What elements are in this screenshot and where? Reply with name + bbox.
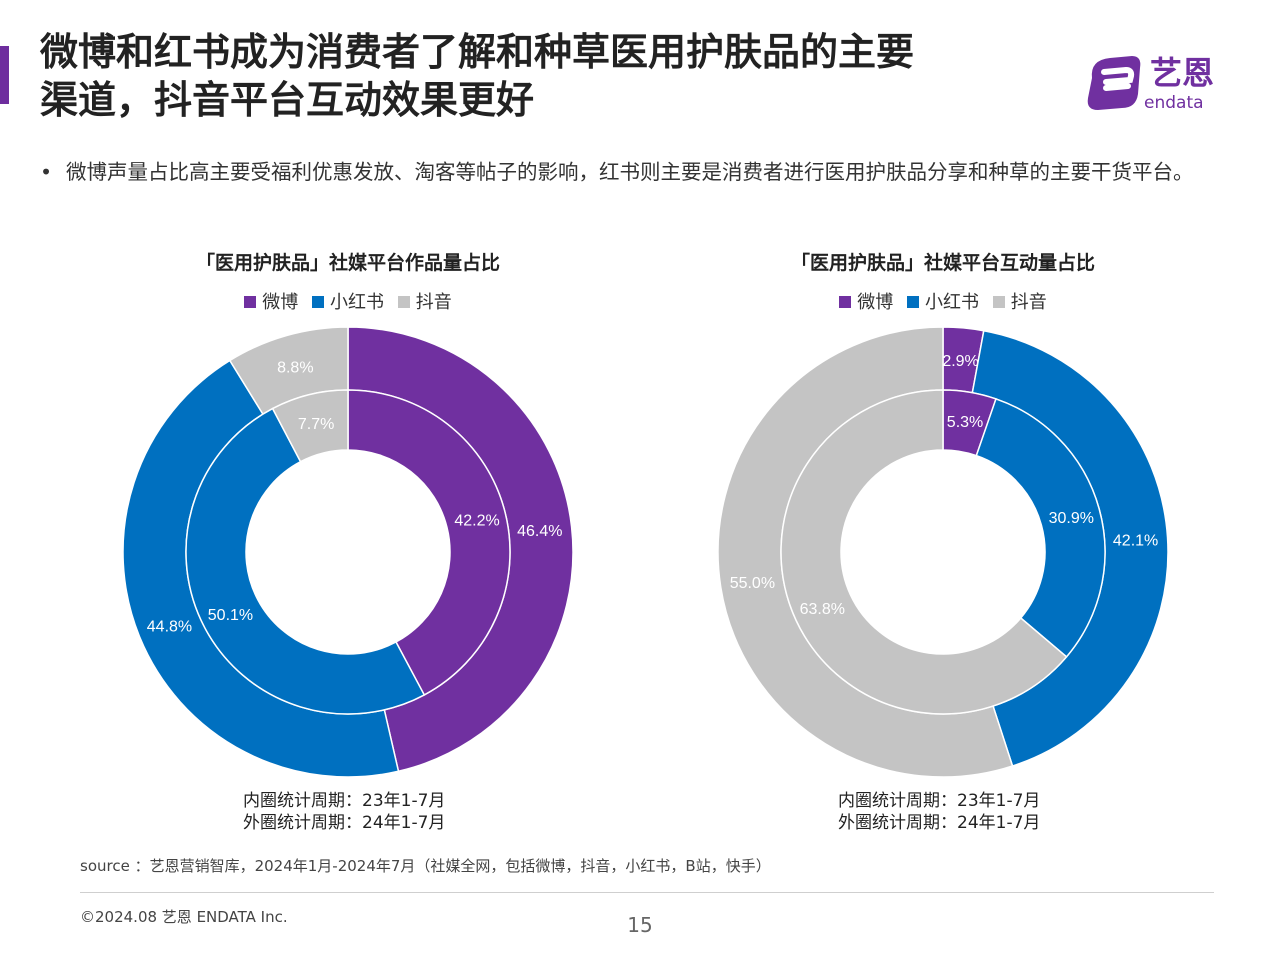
- legend: 微博 小红书 抖音: [643, 288, 1243, 314]
- outer-ring-label-xiaohongshu: 44.8%: [147, 618, 192, 635]
- outer-ring-label-douyin: 55.0%: [730, 575, 775, 592]
- legend-item-douyin: 抖音: [397, 288, 452, 314]
- period-note: 内圈统计周期：23年1-7月 外圈统计周期：24年1-7月: [838, 790, 1040, 834]
- inner-ring-label-xiaohongshu: 50.1%: [208, 607, 253, 624]
- legend-swatch-douyin: [992, 296, 1005, 308]
- inner-ring-slice-douyin: [271, 389, 349, 463]
- legend-swatch-weibo: [839, 296, 852, 308]
- inner-ring-label-weibo: 5.3%: [947, 414, 983, 431]
- legend-item-weibo: 微博: [839, 288, 893, 314]
- page-number: 15: [627, 913, 653, 937]
- inner-ring-note: 内圈统计周期：23年1-7月: [243, 791, 446, 811]
- logo-en-text: endata: [1144, 93, 1204, 113]
- inner-ring-label-weibo: 42.2%: [454, 513, 499, 530]
- legend-item-weibo: 微博: [244, 288, 298, 314]
- legend-item-xiaohongshu: 小红书: [907, 288, 979, 314]
- inner-ring-slice-weibo: [347, 389, 511, 696]
- inner-ring-label-xiaohongshu: 30.9%: [1049, 510, 1094, 527]
- logo-cn-text: 艺恩: [1150, 54, 1214, 92]
- inner-ring-note: 内圈统计周期：23年1-7月: [838, 791, 1041, 811]
- outer-ring-note: 外圈统计周期：24年1-7月: [243, 813, 446, 833]
- bullet-text: 微博声量占比高主要受福利优惠发放、淘客等帖子的影响，红书则主要是消费者进行医用护…: [66, 160, 1194, 184]
- legend-item-xiaohongshu: 小红书: [312, 288, 384, 314]
- bullet-dot-icon: •: [40, 160, 53, 184]
- legend-swatch-xiaohongshu: [312, 296, 324, 308]
- inner-ring-label-douyin: 7.7%: [298, 416, 334, 433]
- legend-label: 微博: [857, 292, 894, 313]
- legend-label: 小红书: [925, 292, 979, 313]
- legend-item-douyin: 抖音: [992, 288, 1047, 314]
- source-note: source ：艺恩营销智库，2024年1月-2024年7月（社媒全网，包括微博…: [80, 857, 771, 875]
- footer-divider: [80, 892, 1214, 893]
- inner-ring-slice-xiaohongshu: [185, 407, 426, 715]
- legend-label: 抖音: [415, 292, 452, 313]
- outer-ring-label-xiaohongshu: 42.1%: [1113, 532, 1158, 549]
- page-title: 微博和红书成为消费者了解和种草医用护肤品的主要 渠道，抖音平台互动效果更好: [40, 28, 1050, 124]
- outer-ring-label-weibo: 2.9%: [942, 353, 978, 370]
- chart-works-share: 46.4% 44.8% 8.8% 42.2% 50.1% 7.7% 「医用护肤品」社媒平台…: [48, 240, 648, 840]
- legend-label: 微博: [262, 292, 299, 313]
- chart-title: 「医用护肤品」社媒平台互动量占比: [790, 252, 1095, 274]
- outer-ring-note: 外圈统计周期：24年1-7月: [838, 813, 1041, 833]
- title-line-1: 微博和红书成为消费者了解和种草医用护肤品的主要: [40, 30, 915, 74]
- endata-logo: 艺恩 endata: [1087, 54, 1214, 113]
- outer-ring-label-weibo: 46.4%: [517, 523, 562, 540]
- outer-ring-label-douyin: 8.8%: [277, 359, 313, 376]
- copyright: ©2024.08 艺恩 ENDATA Inc.: [80, 908, 288, 926]
- title-line-2: 渠道，抖音平台互动效果更好: [40, 78, 535, 122]
- donut-chart-interaction: 2.9% 42.1% 55.0% 5.3% 30.9% 63.8%: [717, 326, 1169, 778]
- legend: 微博 小红书 抖音: [48, 288, 648, 314]
- legend-swatch-weibo: [244, 296, 257, 308]
- legend-label: 小红书: [330, 292, 384, 313]
- chart-interaction-share: 2.9% 42.1% 55.0% 5.3% 30.9% 63.8% 「医用护肤品」社媒平台…: [643, 240, 1243, 840]
- legend-swatch-xiaohongshu: [907, 296, 919, 308]
- accent-bar: [0, 46, 9, 104]
- inner-ring-slice-xiaohongshu: [975, 397, 1106, 658]
- period-note: 内圈统计周期：23年1-7月 外圈统计周期：24年1-7月: [243, 790, 445, 834]
- inner-ring-label-douyin: 63.8%: [800, 601, 845, 618]
- endata-logo-mark: [1087, 56, 1141, 110]
- legend-swatch-douyin: [397, 296, 410, 308]
- chart-title: 「医用护肤品」社媒平台作品量占比: [195, 252, 500, 274]
- donut-chart-works: 46.4% 44.8% 8.8% 42.2% 50.1% 7.7%: [122, 326, 574, 778]
- legend-label: 抖音: [1010, 292, 1047, 313]
- inner-ring-slice-douyin: [780, 389, 1068, 715]
